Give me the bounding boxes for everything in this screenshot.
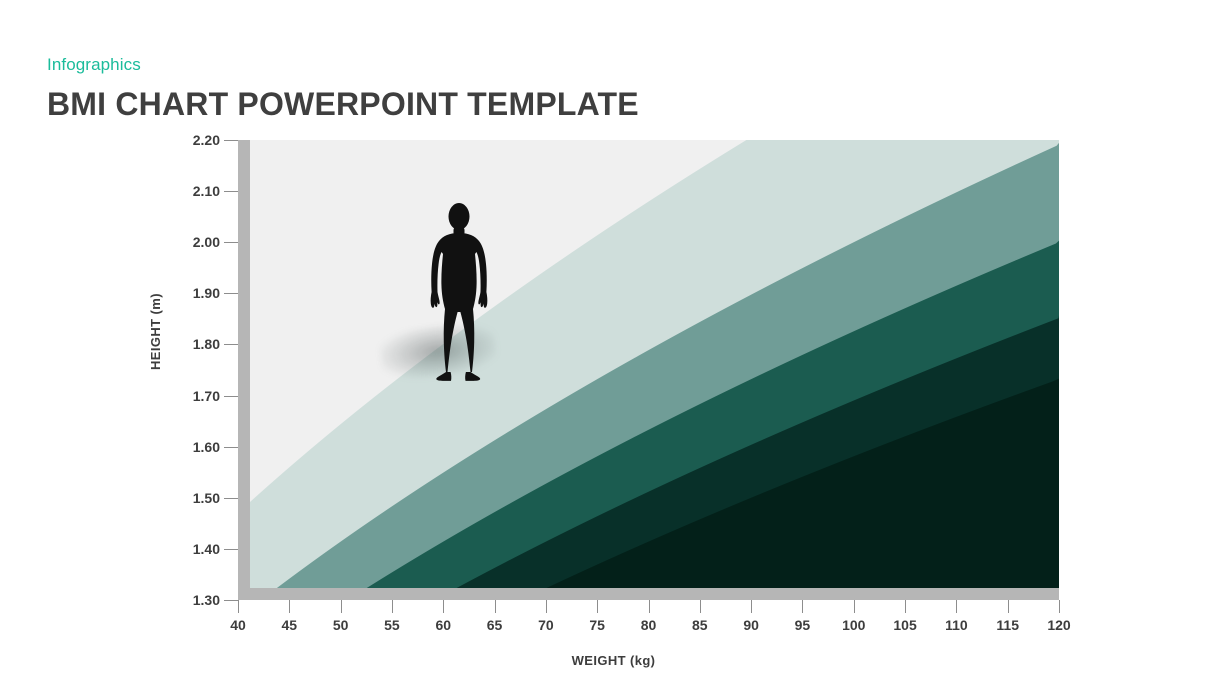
y-tick-mark bbox=[224, 344, 238, 346]
y-tick-mark bbox=[224, 548, 238, 550]
x-tick-label: 65 bbox=[486, 617, 503, 633]
x-tick-mark bbox=[443, 600, 445, 613]
x-tick-mark bbox=[1007, 600, 1009, 613]
y-tick-label: 1.50 bbox=[192, 489, 220, 506]
x-tick-mark bbox=[391, 600, 393, 613]
x-tick-mark bbox=[905, 600, 907, 613]
y-tick-mark bbox=[224, 140, 238, 141]
y-tick-label: 1.90 bbox=[192, 285, 220, 302]
x-tick-label: 120 bbox=[1047, 617, 1071, 633]
x-tick-label: 115 bbox=[996, 617, 1019, 633]
x-tick-label: 40 bbox=[230, 617, 246, 633]
y-axis-ticks: 1.30 1.40 1.50 1.60 1.70 1.80 1.90 2.00 2.10 2.20 bbox=[0, 132, 238, 608]
y-tick-label: 2.10 bbox=[192, 183, 220, 200]
x-tick-mark bbox=[802, 600, 804, 613]
y-tick-mark bbox=[224, 293, 238, 295]
page-title: BMI CHART POWERPOINT TEMPLATE bbox=[47, 86, 639, 122]
plot-area bbox=[238, 140, 1059, 600]
x-tick-mark bbox=[545, 600, 547, 613]
x-axis-ticks: 40 45 50 55 60 65 70 75 80 85 90 95 100 105 110 115 120 bbox=[230, 600, 1071, 644]
x-tick-mark bbox=[1059, 600, 1060, 613]
x-tick-mark bbox=[289, 600, 291, 613]
x-tick-label: 50 bbox=[332, 617, 349, 633]
header: Infographics BMI CHART POWERPOINT TEMPLA… bbox=[47, 55, 639, 123]
x-tick-label: 110 bbox=[945, 617, 968, 633]
person-silhouette-icon bbox=[430, 203, 488, 381]
x-tick-mark bbox=[238, 600, 239, 613]
x-tick-mark bbox=[597, 600, 599, 613]
x-tick-mark bbox=[956, 600, 958, 613]
y-tick-label: 1.40 bbox=[192, 540, 220, 557]
x-tick-mark bbox=[751, 600, 753, 613]
x-tick-label: 80 bbox=[640, 617, 657, 633]
x-tick-label: 85 bbox=[692, 617, 708, 633]
y-tick-mark bbox=[224, 395, 238, 397]
x-tick-mark bbox=[648, 600, 650, 613]
x-axis-bar bbox=[238, 588, 1059, 600]
x-tick-mark bbox=[340, 600, 342, 613]
y-tick-mark bbox=[224, 446, 238, 448]
y-axis-bar bbox=[238, 140, 250, 600]
x-tick-mark bbox=[494, 600, 496, 613]
bmi-band-group bbox=[238, 140, 1059, 600]
y-tick-label: 1.30 bbox=[192, 592, 220, 608]
x-tick-label: 55 bbox=[384, 617, 400, 633]
x-tick-mark bbox=[699, 600, 701, 613]
y-tick-mark bbox=[224, 497, 238, 499]
x-tick-label: 75 bbox=[589, 617, 605, 633]
y-tick-label: 2.20 bbox=[192, 132, 220, 148]
x-tick-mark bbox=[853, 600, 855, 613]
x-tick-label: 100 bbox=[842, 617, 866, 633]
kicker-label: Infographics bbox=[47, 55, 141, 74]
x-tick-label: 105 bbox=[893, 617, 917, 633]
y-tick-mark bbox=[224, 600, 238, 601]
y-tick-label: 1.60 bbox=[192, 438, 220, 455]
y-axis-title: HEIGHT (m) bbox=[148, 293, 163, 370]
x-tick-label: 90 bbox=[743, 617, 759, 633]
x-tick-label: 45 bbox=[281, 617, 298, 633]
y-tick-label: 1.80 bbox=[192, 336, 220, 353]
x-tick-label: 95 bbox=[794, 617, 811, 633]
band-obese-3 bbox=[521, 140, 1059, 600]
x-tick-label: 70 bbox=[538, 617, 554, 633]
y-tick-label: 1.70 bbox=[192, 387, 220, 404]
x-axis-title: WEIGHT (kg) bbox=[571, 653, 656, 668]
y-tick-mark bbox=[224, 191, 238, 193]
y-tick-mark bbox=[224, 242, 238, 244]
x-tick-label: 60 bbox=[435, 617, 452, 633]
y-tick-label: 2.00 bbox=[192, 234, 220, 251]
